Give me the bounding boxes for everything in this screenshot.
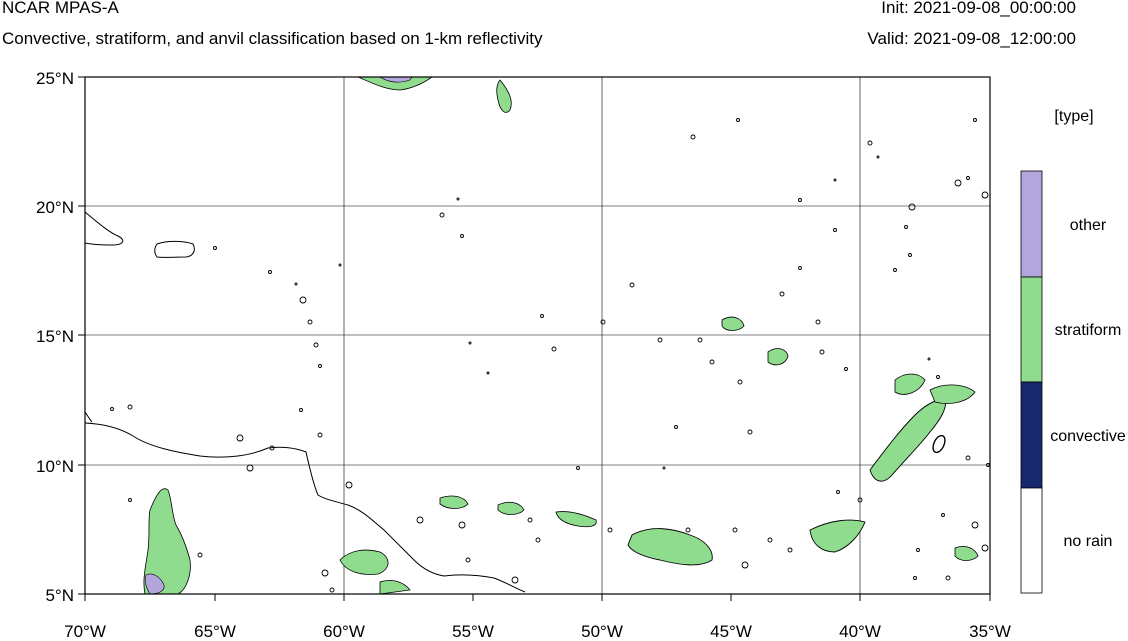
latitude-labels: 25°N 20°N 15°N 10°N 5°N <box>36 69 74 605</box>
colorbar-label: convective <box>1050 428 1126 445</box>
scattered-echoes <box>110 118 990 593</box>
axis-ticks <box>78 76 991 601</box>
map-subtitle: Convective, stratiform, and anvil classi… <box>2 29 543 48</box>
map-title: NCAR MPAS-A <box>2 0 119 17</box>
valid-time: Valid: 2021-09-08_12:00:00 <box>867 29 1076 48</box>
gridlines <box>85 77 990 594</box>
init-time: Init: 2021-09-08_00:00:00 <box>881 0 1076 17</box>
colorbar-swatch-stratiform <box>1020 276 1043 383</box>
coastline-hispaniola <box>85 211 124 246</box>
colorbar-swatch-other <box>1020 170 1043 278</box>
lat-label: 15°N <box>36 327 74 346</box>
lat-label: 10°N <box>36 457 74 476</box>
colorbar-label: stratiform <box>1055 322 1122 339</box>
colorbar-title: [type] <box>1054 108 1093 125</box>
lon-label: 55°W <box>452 622 494 641</box>
precipitation-features <box>143 77 979 594</box>
colorbar-label: other <box>1070 217 1107 234</box>
colorbar-swatch-no-rain <box>1020 487 1043 594</box>
colorbar-label: no rain <box>1064 533 1113 550</box>
longitude-labels: 70°W 65°W 60°W 55°W 50°W 45°W 40°W 35°W <box>64 622 1011 641</box>
precip-cell <box>143 488 191 594</box>
coastlines <box>85 211 526 593</box>
coastline-puerto-rico <box>154 240 195 258</box>
lon-label: 65°W <box>194 622 236 641</box>
lon-label: 35°W <box>969 622 1011 641</box>
map-background <box>85 77 990 594</box>
lon-label: 45°W <box>710 622 752 641</box>
colorbar-legend: [type] other stratiform convective no ra… <box>1020 108 1126 594</box>
colorbar-swatch-convective <box>1020 381 1043 489</box>
lon-label: 50°W <box>581 622 623 641</box>
lat-label: 25°N <box>36 69 74 88</box>
coastline-south-america <box>85 422 526 593</box>
lat-label: 5°N <box>45 586 74 605</box>
lon-label: 40°W <box>839 622 881 641</box>
lat-label: 20°N <box>36 198 74 217</box>
lon-label: 60°W <box>323 622 365 641</box>
lon-label: 70°W <box>64 622 106 641</box>
